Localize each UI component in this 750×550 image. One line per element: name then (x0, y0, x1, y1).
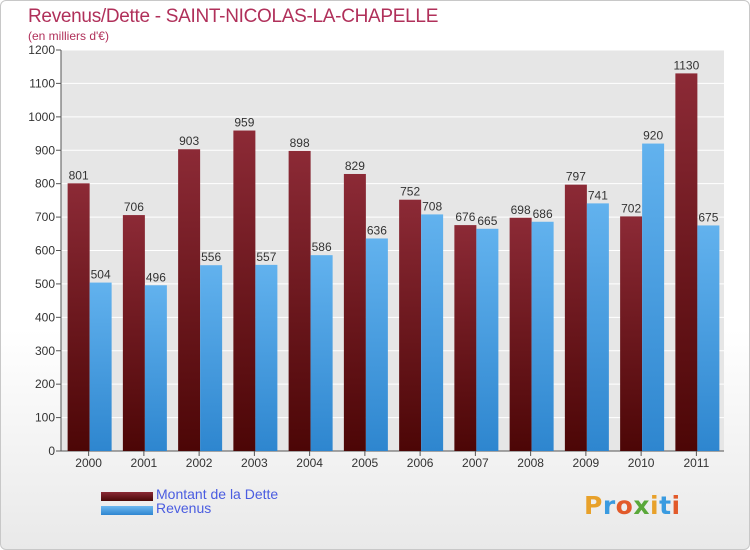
legend-swatch-dette (101, 492, 153, 501)
data-label-dette: 959 (234, 116, 254, 130)
bar-dette (67, 183, 90, 451)
x-tick-label: 2009 (573, 456, 600, 470)
legend-swatch-revenus (101, 506, 153, 515)
logo-letter: P (584, 491, 603, 520)
data-label-revenus: 920 (643, 129, 663, 143)
bar-revenus (89, 282, 112, 451)
bar-revenus (200, 265, 223, 451)
y-tick-label: 1000 (28, 110, 55, 124)
data-label-revenus: 741 (588, 188, 608, 202)
logo-letter: i (650, 491, 660, 520)
data-label-revenus: 557 (256, 250, 276, 264)
bar-dette (178, 149, 201, 451)
y-tick-label: 300 (35, 344, 55, 358)
x-tick-label: 2011 (683, 456, 709, 470)
chart-title: Revenus/Dette - SAINT-NICOLAS-LA-CHAPELL… (28, 6, 439, 27)
data-label-revenus: 504 (91, 268, 111, 282)
data-label-revenus: 556 (201, 250, 221, 264)
bar-revenus (255, 264, 278, 451)
bar-dette (399, 199, 422, 451)
bar-revenus (476, 228, 499, 451)
data-label-dette: 698 (511, 203, 531, 217)
data-label-revenus: 496 (146, 270, 166, 284)
bar-revenus (642, 143, 665, 452)
y-tick-label: 200 (35, 377, 55, 391)
y-tick-label: 1200 (28, 43, 55, 57)
logo-letter: o (615, 491, 634, 520)
x-tick-label: 2007 (462, 456, 489, 470)
y-tick-label: 500 (35, 277, 55, 291)
proxiti-logo: Proxiti (584, 491, 681, 520)
data-label-dette: 706 (124, 200, 144, 214)
y-tick-label: 900 (35, 143, 55, 157)
x-tick-label: 2008 (517, 456, 544, 470)
data-label-revenus: 686 (533, 207, 553, 221)
x-tick-label: 2004 (296, 456, 323, 470)
bar-dette (233, 130, 256, 451)
bar-revenus (144, 285, 167, 451)
logo-letter: r (602, 491, 616, 520)
y-tick-label: 0 (48, 444, 55, 458)
bar-dette (509, 217, 532, 451)
bar-dette (122, 215, 145, 451)
logo-letter: i (671, 491, 681, 520)
bar-dette (675, 73, 698, 452)
x-tick-label: 2001 (131, 456, 158, 470)
logo-letter: t (659, 491, 672, 520)
bar-revenus (421, 214, 444, 451)
data-label-revenus: 708 (422, 199, 442, 213)
bar-dette (564, 184, 587, 451)
y-tick-label: 700 (35, 210, 55, 224)
data-label-dette: 801 (69, 168, 89, 182)
data-label-dette: 898 (290, 136, 310, 150)
data-label-dette: 1130 (673, 58, 699, 72)
bar-dette (343, 173, 366, 451)
data-label-dette: 702 (621, 201, 641, 215)
x-tick-label: 2005 (352, 456, 379, 470)
data-label-dette: 752 (400, 185, 420, 199)
chart-subtitle: (en milliers d'€) (28, 29, 109, 43)
data-label-revenus: 636 (367, 223, 387, 237)
x-tick-label: 2000 (75, 456, 102, 470)
legend-label-revenus: Revenus (156, 500, 212, 516)
bar-revenus (531, 221, 554, 451)
x-tick-label: 2010 (628, 456, 655, 470)
bar-revenus (586, 203, 609, 451)
data-label-dette: 903 (179, 134, 199, 148)
y-tick-label: 1100 (29, 76, 55, 90)
legend-label-dette: Montant de la Dette (156, 486, 279, 502)
x-tick-label: 2006 (407, 456, 434, 470)
bar-revenus (310, 255, 333, 451)
bar-dette (454, 225, 477, 451)
x-tick-label: 2003 (241, 456, 268, 470)
y-tick-label: 600 (35, 244, 55, 258)
data-label-dette: 797 (566, 170, 586, 184)
bar-revenus (365, 238, 388, 451)
x-tick-label: 2002 (186, 456, 213, 470)
y-tick-label: 100 (35, 411, 55, 425)
y-tick-label: 800 (35, 177, 55, 191)
logo-letter: x (633, 491, 650, 520)
data-label-dette: 676 (455, 210, 475, 224)
data-label-revenus: 665 (477, 214, 497, 228)
data-label-dette: 829 (345, 159, 365, 173)
bar-dette (620, 216, 643, 451)
bar-revenus (697, 225, 720, 451)
data-label-revenus: 586 (312, 240, 332, 254)
y-tick-label: 400 (35, 310, 55, 324)
bar-dette (288, 150, 311, 451)
data-label-revenus: 675 (698, 210, 718, 224)
